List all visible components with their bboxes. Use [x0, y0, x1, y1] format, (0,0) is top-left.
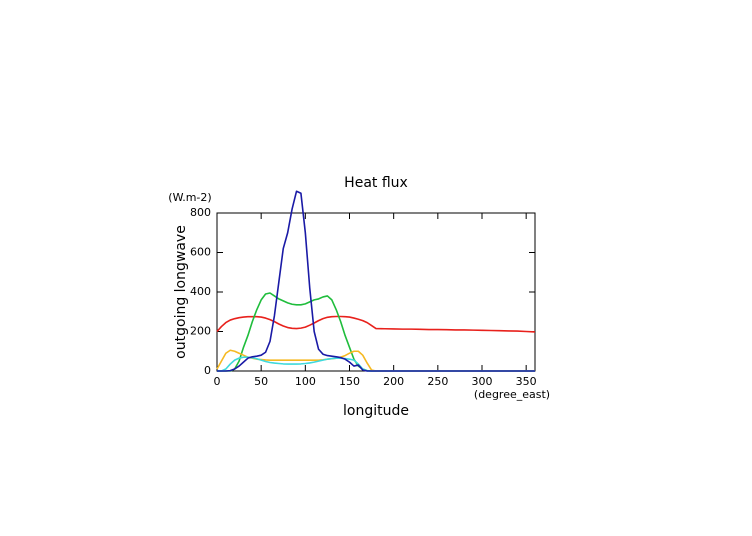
y-axis-label: outgoing longwave [173, 225, 189, 359]
y-tick-label: 200 [190, 325, 211, 338]
y-tick-label: 0 [204, 364, 211, 377]
x-unit: (degree_east) [474, 388, 550, 401]
y-tick-label: 400 [190, 285, 211, 298]
x-tick-label: 100 [295, 375, 316, 388]
x-tick-label: 300 [472, 375, 493, 388]
chart-title: Heat flux [344, 175, 408, 191]
x-tick-label: 350 [516, 375, 537, 388]
series-line [217, 190, 535, 372]
x-tick-label: 200 [383, 375, 404, 388]
series-line [216, 315, 536, 333]
x-tick-label: 50 [254, 375, 268, 388]
y-tick-label: 800 [190, 206, 211, 219]
y-unit: (W.m-2) [168, 191, 211, 204]
plot-frame [216, 212, 536, 372]
y-tick-label: 600 [190, 246, 211, 259]
x-tick-label: 250 [427, 375, 448, 388]
x-tick-label: 0 [214, 375, 221, 388]
x-axis-label: longitude [343, 403, 409, 419]
x-tick-label: 150 [339, 375, 360, 388]
